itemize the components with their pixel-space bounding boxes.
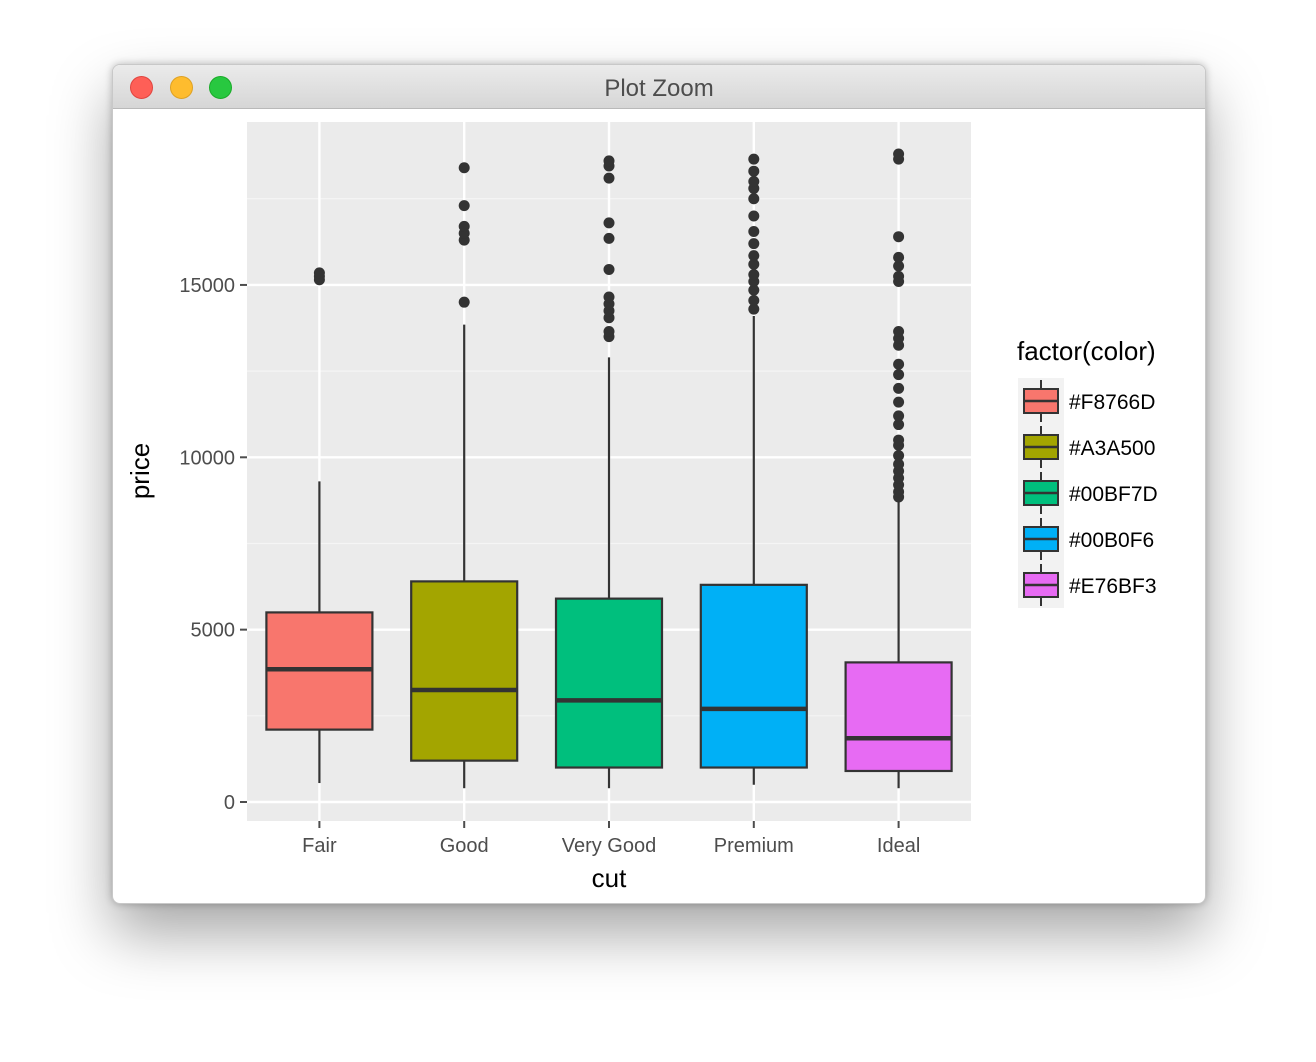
y-axis-title: price bbox=[125, 443, 155, 499]
x-tick-label: Good bbox=[440, 835, 489, 857]
outlier-point bbox=[893, 450, 905, 462]
outlier-point bbox=[748, 269, 760, 281]
box bbox=[699, 583, 808, 769]
outlier-point bbox=[603, 172, 615, 184]
outlier-point bbox=[603, 291, 615, 303]
y-tick-label: 10000 bbox=[179, 447, 235, 469]
outlier-point bbox=[603, 155, 615, 167]
outlier-point bbox=[748, 303, 760, 315]
x-axis-title: cut bbox=[592, 863, 627, 893]
legend-item-label: #A3A500 bbox=[1069, 437, 1155, 460]
outlier-point bbox=[893, 231, 905, 243]
x-tick-label: Ideal bbox=[877, 835, 920, 857]
outlier-point bbox=[893, 396, 905, 408]
outlier-point bbox=[748, 250, 760, 262]
outlier-point bbox=[893, 369, 905, 381]
outlier-point bbox=[458, 162, 470, 174]
outlier-point bbox=[893, 382, 905, 394]
x-tick-label: Premium bbox=[714, 835, 794, 857]
outlier-point bbox=[893, 148, 905, 160]
outlier-point bbox=[748, 238, 760, 250]
outlier-point bbox=[748, 176, 760, 188]
outlier-point bbox=[893, 410, 905, 422]
legend-item-label: #F8766D bbox=[1069, 391, 1155, 414]
outlier-point bbox=[603, 217, 615, 229]
outlier-point bbox=[458, 220, 470, 232]
outlier-point bbox=[603, 325, 615, 337]
x-tick-label: Fair bbox=[302, 835, 337, 857]
legend-item-label: #00BF7D bbox=[1069, 483, 1158, 506]
outlier-point bbox=[603, 263, 615, 275]
outlier-point bbox=[748, 210, 760, 222]
outlier-point bbox=[748, 193, 760, 205]
y-tick-label: 5000 bbox=[191, 620, 236, 642]
outlier-point bbox=[893, 419, 905, 431]
outlier-point bbox=[893, 325, 905, 337]
y-tick-label: 0 bbox=[224, 792, 235, 814]
legend-item-label: #E76BF3 bbox=[1069, 575, 1157, 598]
outlier-point bbox=[893, 260, 905, 272]
outlier-point bbox=[748, 165, 760, 177]
outlier-point bbox=[893, 434, 905, 446]
outlier-point bbox=[313, 267, 325, 279]
outlier-point bbox=[893, 458, 905, 470]
outlier-point bbox=[748, 258, 760, 270]
minimize-button[interactable] bbox=[170, 76, 193, 99]
window-title: Plot Zoom bbox=[604, 75, 714, 102]
box bbox=[844, 661, 953, 773]
legend-item-label: #00B0F6 bbox=[1069, 529, 1154, 552]
outlier-point bbox=[748, 294, 760, 306]
maximize-button[interactable] bbox=[209, 76, 232, 99]
title-bar: Plot Zoom bbox=[113, 65, 1205, 109]
outlier-point bbox=[893, 270, 905, 282]
x-tick-label: Very Good bbox=[562, 835, 657, 857]
outlier-point bbox=[748, 226, 760, 238]
box bbox=[554, 597, 664, 769]
outlier-point bbox=[893, 251, 905, 263]
outlier-point bbox=[458, 296, 470, 308]
outlier-point bbox=[893, 358, 905, 370]
close-button[interactable] bbox=[130, 76, 153, 99]
outlier-point bbox=[748, 284, 760, 296]
y-tick-label: 15000 bbox=[179, 275, 235, 297]
outlier-point bbox=[458, 200, 470, 212]
outlier-point bbox=[748, 153, 760, 165]
outlier-point bbox=[603, 232, 615, 244]
legend-title: factor(color) bbox=[1017, 336, 1156, 366]
box bbox=[410, 580, 519, 762]
